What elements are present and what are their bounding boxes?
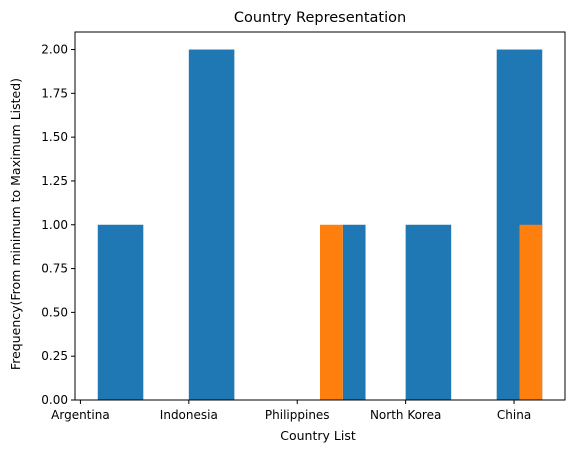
bar-series0-0	[97, 224, 144, 400]
bars-layer	[97, 49, 543, 401]
x-tick-label-2: Philippines	[265, 408, 330, 422]
y-tick-label-6: 1.50	[41, 130, 68, 144]
x-axis-label: Country List	[280, 428, 356, 443]
y-tick-label-0: 0.00	[41, 393, 68, 407]
y-tick-label-7: 1.75	[41, 86, 68, 100]
y-tick-label-4: 1.00	[41, 218, 68, 232]
y-tick-label-1: 0.25	[41, 349, 68, 363]
x-tick-label-1: Indonesia	[160, 408, 218, 422]
axes-layer: 0.00 0.25 0.50 0.75 1.00 1.25 1.50 1.75 2.00 Arge…	[41, 31, 566, 422]
x-tick-label-4: China	[497, 408, 531, 422]
y-axis-label: Frequency(From minimum to Maximum Listed…	[8, 78, 23, 370]
y-tick-label-8: 2.00	[41, 43, 68, 57]
bar-series1-1	[519, 224, 543, 400]
y-tick-label-3: 0.75	[41, 262, 68, 276]
y-tick-label-5: 1.25	[41, 174, 68, 188]
plot-frame	[74, 31, 566, 401]
chart-title: Country Representation	[234, 10, 406, 26]
y-tick-label-2: 0.50	[41, 305, 68, 319]
bar-series0-3	[405, 224, 452, 400]
x-tick-label-3: North Korea	[370, 408, 441, 422]
bar-series0-2	[342, 224, 366, 400]
bar-series0-1	[188, 49, 235, 401]
bar-series1-0	[320, 224, 343, 400]
x-tick-label-0: Argentina	[51, 408, 110, 422]
